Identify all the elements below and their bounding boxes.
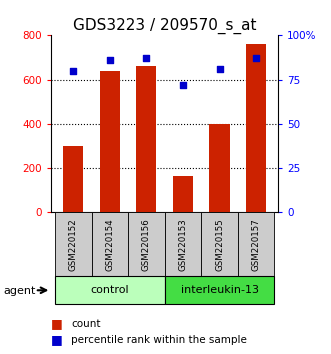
Bar — [55, 212, 92, 276]
Text: percentile rank within the sample: percentile rank within the sample — [71, 335, 247, 345]
Point — [71, 68, 76, 74]
Point — [180, 82, 186, 88]
Text: GSM220153: GSM220153 — [178, 218, 187, 271]
Text: ■: ■ — [51, 318, 63, 330]
Point — [217, 66, 222, 72]
Text: GSM220152: GSM220152 — [69, 218, 78, 271]
Bar — [238, 212, 274, 276]
Bar — [246, 44, 266, 212]
Bar — [210, 124, 230, 212]
Bar — [63, 146, 83, 212]
Bar — [201, 212, 238, 276]
Text: ■: ■ — [51, 333, 63, 346]
Text: GSM220154: GSM220154 — [105, 218, 114, 271]
Text: control: control — [90, 285, 129, 295]
Bar — [92, 212, 128, 276]
Title: GDS3223 / 209570_s_at: GDS3223 / 209570_s_at — [73, 18, 257, 34]
Bar — [55, 276, 165, 304]
Bar — [136, 67, 157, 212]
Point — [254, 56, 259, 61]
Text: GSM220155: GSM220155 — [215, 218, 224, 271]
Text: interleukin-13: interleukin-13 — [180, 285, 259, 295]
Point — [144, 56, 149, 61]
Text: GSM220157: GSM220157 — [252, 218, 260, 271]
Text: count: count — [71, 319, 101, 329]
Text: GSM220156: GSM220156 — [142, 218, 151, 271]
Bar — [165, 212, 201, 276]
Bar — [128, 212, 165, 276]
Bar — [165, 276, 274, 304]
Point — [107, 57, 113, 63]
Text: agent: agent — [3, 286, 36, 296]
Bar — [100, 71, 120, 212]
Bar — [173, 176, 193, 212]
